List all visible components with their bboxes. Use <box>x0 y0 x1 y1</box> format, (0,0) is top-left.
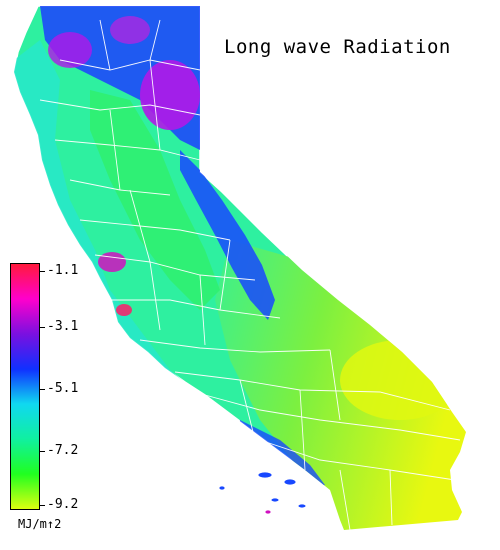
tick-mark <box>40 505 45 506</box>
bay-area <box>98 252 126 272</box>
tick-mark <box>40 327 45 328</box>
sierra-nevada <box>180 150 275 320</box>
colorbar-tick-label: -3.1 <box>47 319 79 334</box>
central-valley <box>90 90 220 310</box>
colorbar-tick-label: -9.2 <box>47 497 79 512</box>
tick-mark <box>40 389 45 390</box>
tick-mark <box>40 271 45 272</box>
colorbar-tick-label: -1.1 <box>47 263 79 278</box>
colorbar-units: MJ/m↑2 <box>18 517 62 531</box>
north-peak <box>110 16 150 44</box>
northwest-peak <box>48 32 92 68</box>
northeast-peak <box>140 60 200 130</box>
channel-islands <box>218 471 307 515</box>
map-title: Long wave Radiation <box>224 36 451 58</box>
coastal-band <box>14 40 340 530</box>
county-lines <box>39 19 461 531</box>
colorbar <box>10 263 40 510</box>
monterey-peak <box>116 304 132 316</box>
tick-mark <box>40 451 45 452</box>
colorbar-tick-label: -5.1 <box>47 381 79 396</box>
colorbar-tick-label: -7.2 <box>47 443 79 458</box>
